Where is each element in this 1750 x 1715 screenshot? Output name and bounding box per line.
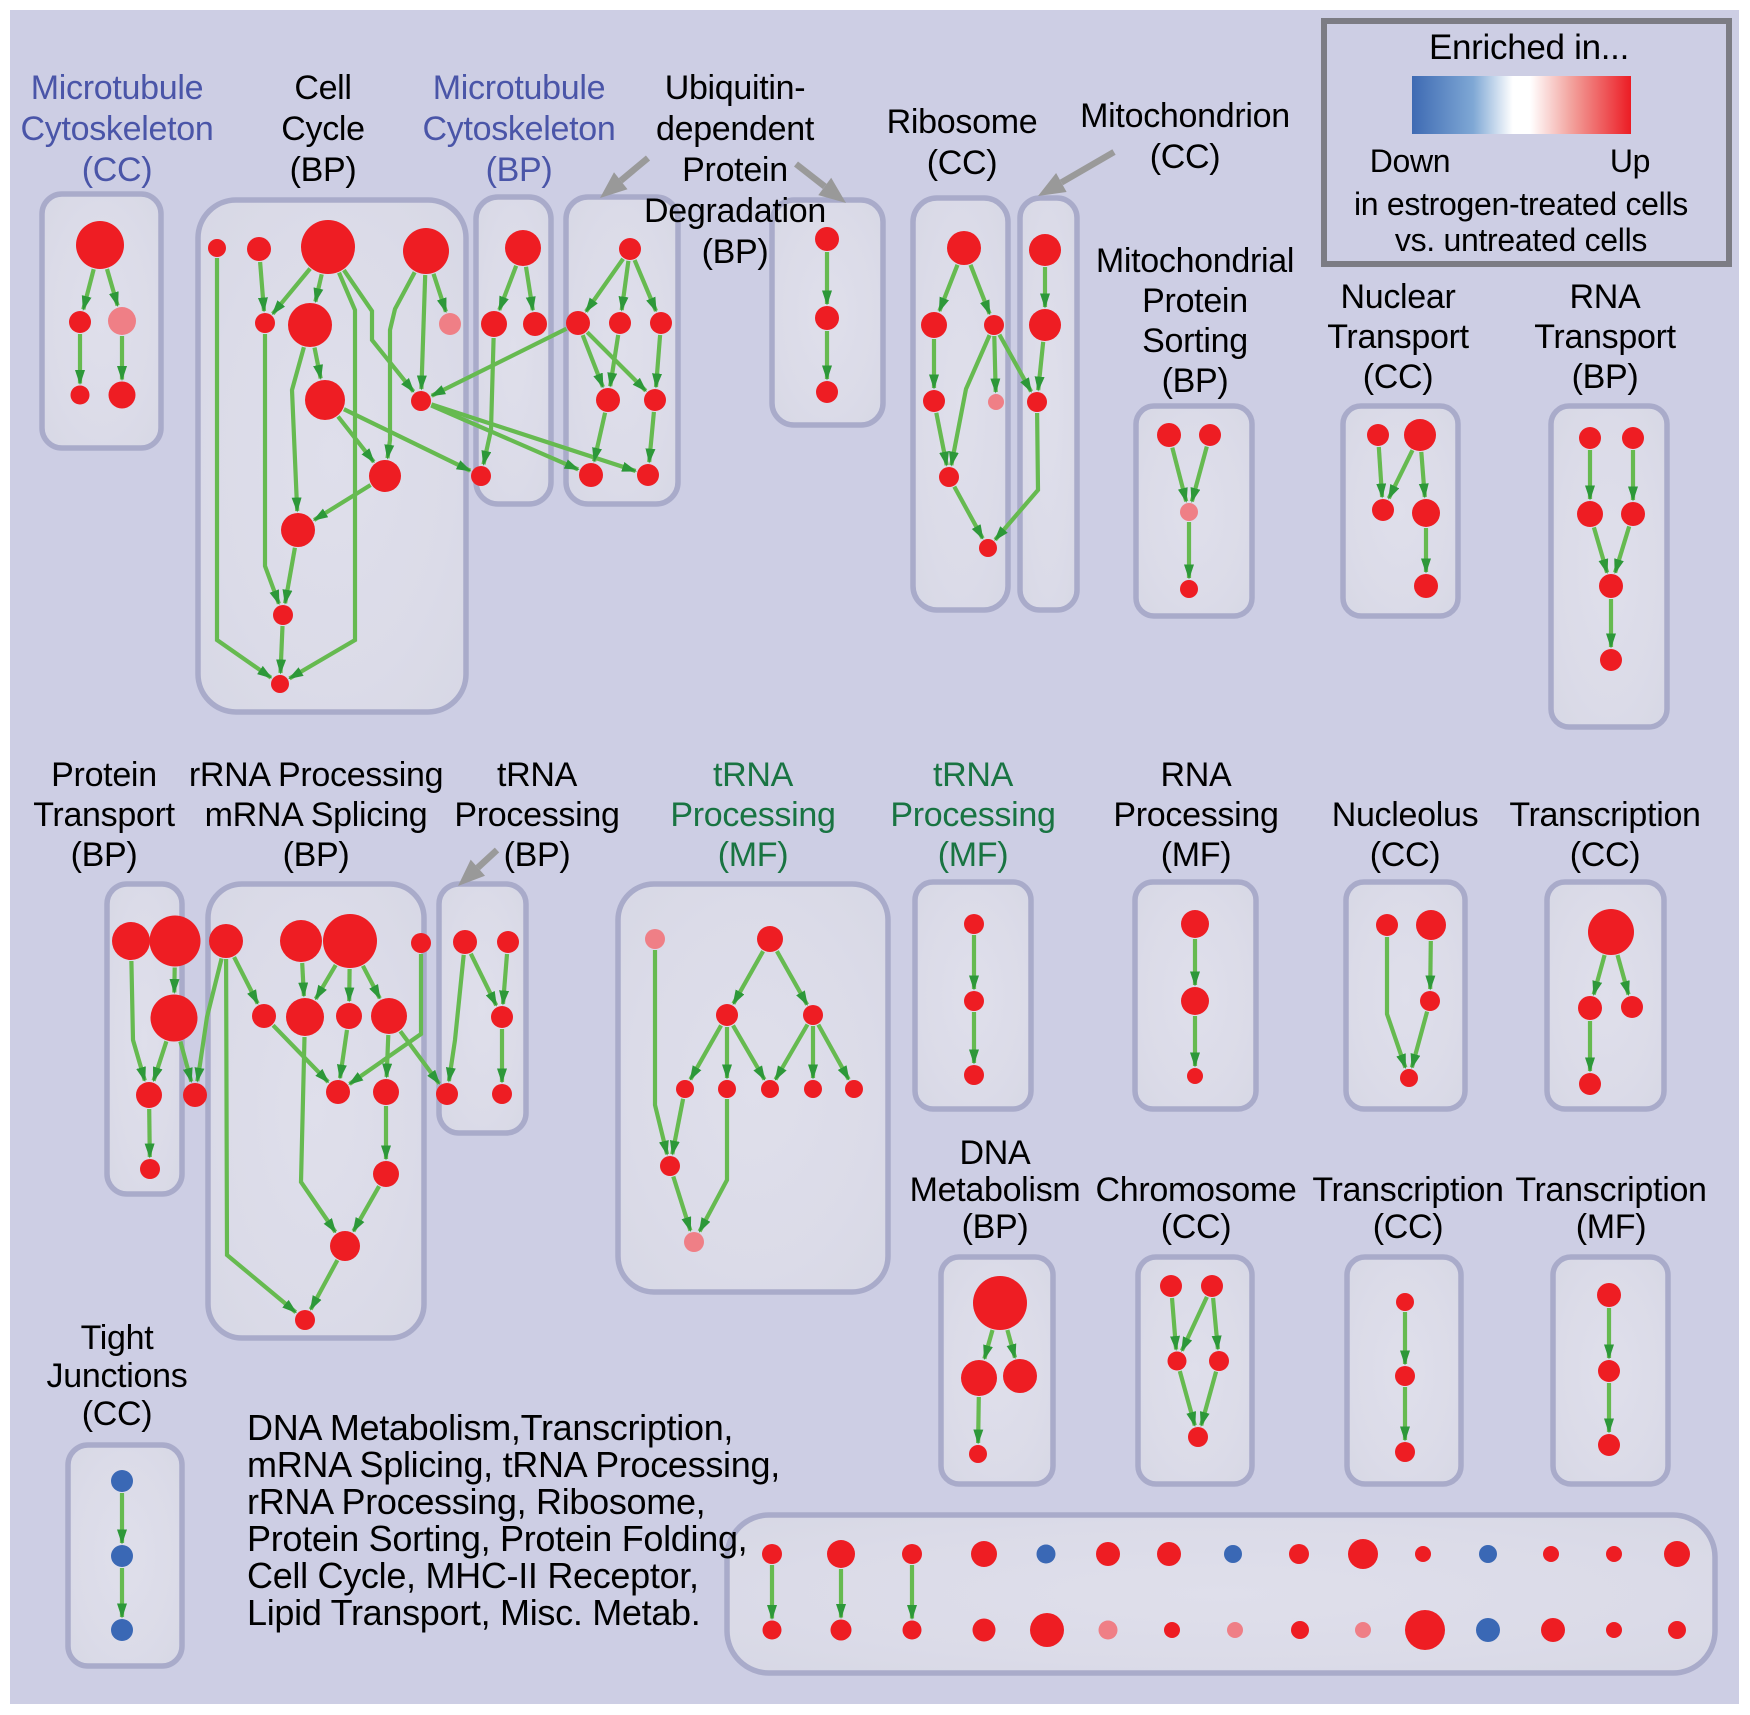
svg-text:(CC): (CC) [1363, 358, 1434, 396]
svg-text:Transport: Transport [33, 796, 175, 834]
svg-text:(BP): (BP) [962, 1208, 1029, 1246]
svg-text:(BP): (BP) [290, 151, 357, 189]
svg-text:Processing: Processing [670, 796, 835, 834]
svg-text:Metabolism: Metabolism [910, 1171, 1081, 1209]
svg-text:Mitochondrial: Mitochondrial [1096, 242, 1294, 280]
svg-text:Cytoskeleton: Cytoskeleton [21, 110, 214, 148]
svg-text:Processing: Processing [1113, 796, 1278, 834]
svg-text:(BP): (BP) [283, 836, 350, 874]
svg-text:(CC): (CC) [1370, 836, 1441, 874]
svg-text:Transcription: Transcription [1515, 1171, 1706, 1209]
svg-text:Up: Up [1610, 143, 1650, 179]
svg-text:Protein Sorting, Protein Foldi: Protein Sorting, Protein Folding, [247, 1518, 747, 1559]
svg-text:(BP): (BP) [504, 836, 571, 874]
svg-text:(MF): (MF) [1576, 1208, 1647, 1246]
svg-text:tRNA: tRNA [713, 756, 794, 794]
svg-text:Protein: Protein [1142, 282, 1248, 320]
svg-text:mRNA Splicing: mRNA Splicing [205, 796, 428, 834]
svg-text:(MF): (MF) [938, 836, 1009, 874]
svg-text:Cytoskeleton: Cytoskeleton [423, 110, 616, 148]
svg-text:Degradation: Degradation [644, 192, 826, 230]
svg-text:RNA: RNA [1570, 278, 1642, 316]
svg-text:(CC): (CC) [1373, 1208, 1444, 1246]
svg-text:Ubiquitin-: Ubiquitin- [665, 69, 806, 107]
svg-text:(CC): (CC) [82, 1395, 153, 1433]
svg-text:Nuclear: Nuclear [1340, 278, 1455, 316]
svg-text:Junctions: Junctions [47, 1357, 188, 1395]
svg-text:(BP): (BP) [71, 836, 138, 874]
svg-text:vs. untreated cells: vs. untreated cells [1395, 222, 1647, 258]
svg-text:Lipid Transport, Misc. Metab.: Lipid Transport, Misc. Metab. [247, 1592, 700, 1633]
svg-text:Chromosome: Chromosome [1095, 1171, 1296, 1209]
svg-text:Cell Cycle, MHC-II Receptor,: Cell Cycle, MHC-II Receptor, [247, 1555, 699, 1596]
svg-text:Protein: Protein [51, 756, 157, 794]
svg-text:DNA: DNA [960, 1134, 1032, 1172]
svg-text:Processing: Processing [454, 796, 619, 834]
svg-text:Microtubule: Microtubule [433, 69, 605, 107]
svg-text:Mitochondrion: Mitochondrion [1080, 97, 1290, 135]
svg-text:Transcription: Transcription [1509, 796, 1700, 834]
svg-text:Nucleolus: Nucleolus [1332, 796, 1479, 834]
svg-text:dependent: dependent [656, 110, 815, 148]
svg-text:Transcription: Transcription [1312, 1171, 1503, 1209]
svg-text:(CC): (CC) [1161, 1208, 1232, 1246]
svg-text:Protein: Protein [682, 151, 788, 189]
svg-text:Down: Down [1370, 143, 1451, 179]
svg-text:(MF): (MF) [1161, 836, 1232, 874]
svg-text:Cell: Cell [294, 69, 351, 107]
svg-text:Enriched in...: Enriched in... [1429, 28, 1629, 67]
svg-text:mRNA Splicing, tRNA Processing: mRNA Splicing, tRNA Processing, [247, 1444, 780, 1485]
svg-text:Cycle: Cycle [281, 110, 365, 148]
svg-text:Transport: Transport [1534, 318, 1676, 356]
svg-text:(BP): (BP) [486, 151, 553, 189]
svg-text:rRNA Processing: rRNA Processing [189, 756, 443, 794]
svg-text:tRNA: tRNA [497, 756, 578, 794]
svg-text:Tight: Tight [81, 1319, 155, 1357]
svg-text:Ribosome: Ribosome [887, 103, 1038, 141]
svg-text:(MF): (MF) [718, 836, 789, 874]
svg-text:rRNA Processing, Ribosome,: rRNA Processing, Ribosome, [247, 1481, 705, 1522]
svg-text:(BP): (BP) [1162, 362, 1229, 400]
svg-text:(CC): (CC) [1570, 836, 1641, 874]
svg-text:Processing: Processing [890, 796, 1055, 834]
svg-text:(CC): (CC) [927, 144, 998, 182]
svg-text:(BP): (BP) [1572, 358, 1639, 396]
svg-text:(CC): (CC) [1150, 138, 1221, 176]
svg-text:Microtubule: Microtubule [31, 69, 203, 107]
svg-text:Transport: Transport [1327, 318, 1469, 356]
svg-text:in estrogen-treated cells: in estrogen-treated cells [1354, 186, 1688, 222]
svg-text:Sorting: Sorting [1142, 322, 1248, 360]
svg-text:DNA Metabolism,Transcription,: DNA Metabolism,Transcription, [247, 1407, 733, 1448]
svg-text:(BP): (BP) [702, 233, 769, 271]
svg-text:tRNA: tRNA [933, 756, 1014, 794]
svg-text:RNA: RNA [1161, 756, 1233, 794]
svg-text:(CC): (CC) [82, 151, 153, 189]
